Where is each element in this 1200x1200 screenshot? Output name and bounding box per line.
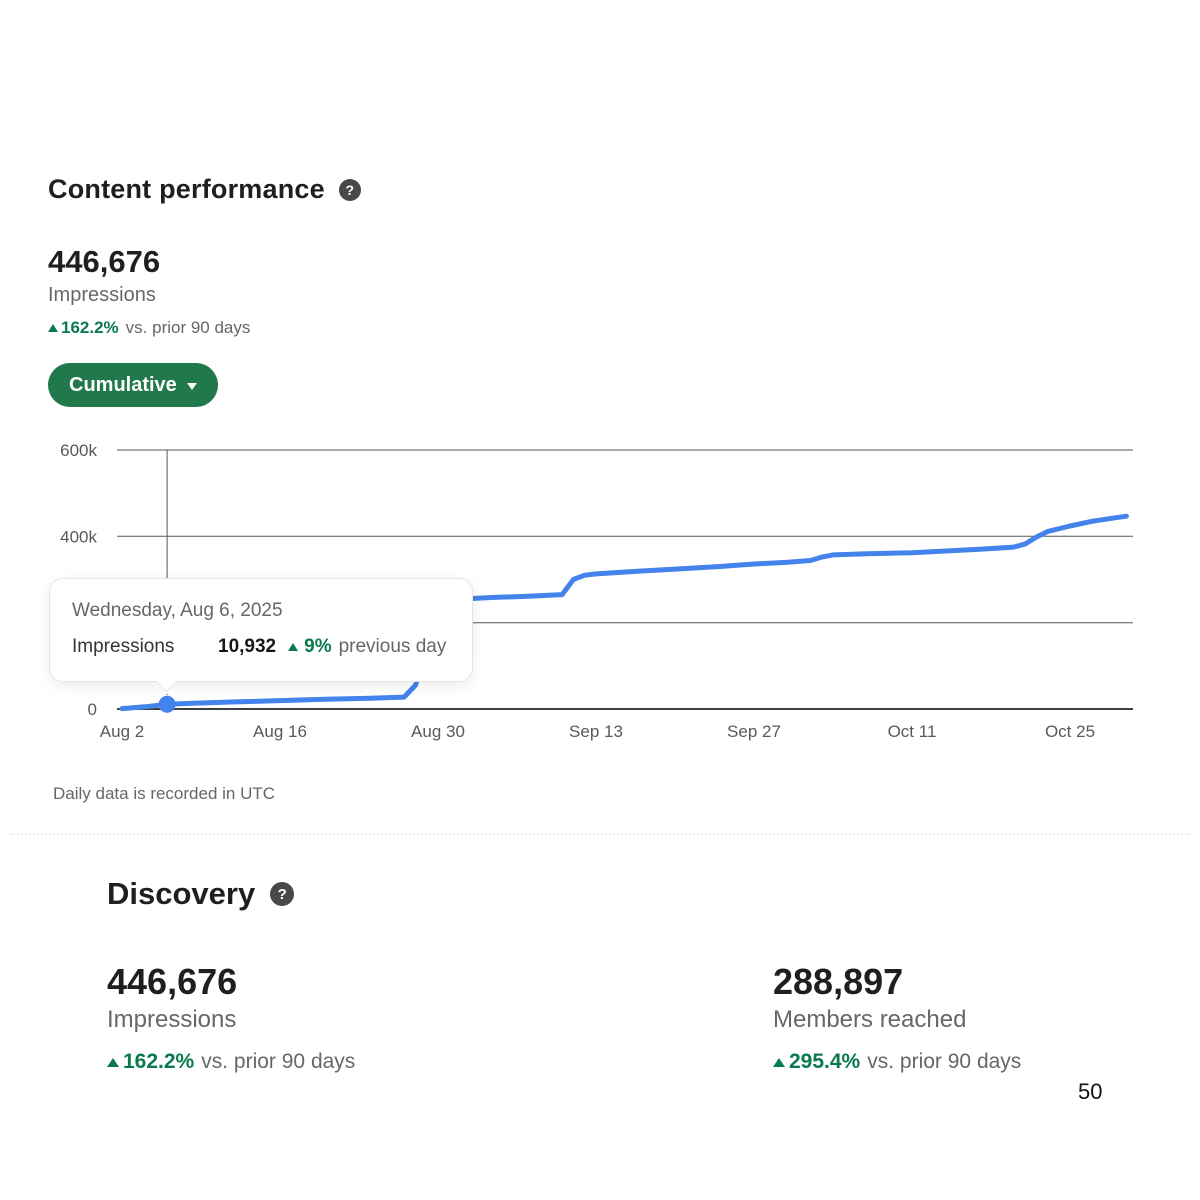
impressions-total-label: Impressions: [48, 284, 156, 306]
impressions-change-suffix: vs. prior 90 days: [125, 318, 251, 337]
tooltip-date: Wednesday, Aug 6, 2025: [72, 600, 283, 621]
impressions-change-percent: 162.2%: [61, 318, 119, 337]
content-performance-title: Content performance: [48, 174, 325, 204]
stat-label: Members reached: [773, 1006, 967, 1033]
tooltip-change-percent: 9%: [304, 636, 332, 657]
discovery-stat-members-reached: 288,897 Members reached 295.4% vs. prior…: [773, 962, 1200, 1074]
impressions-total-value: 446,676: [48, 244, 161, 279]
impressions-change-row: 162.2% vs. prior 90 days: [48, 318, 250, 338]
discovery-section-header: Discovery ?: [107, 876, 295, 912]
tooltip-metric-row: Impressions 10,932 9% previous day: [72, 636, 450, 658]
series-line: [119, 513, 1129, 712]
tooltip-metric-label: Impressions: [72, 636, 175, 657]
triangle-up-icon: [107, 1057, 119, 1067]
cumulative-dropdown-button[interactable]: Cumulative: [48, 363, 218, 407]
x-tick-label: Aug 30: [411, 722, 465, 741]
impressions-chart: 600k 400k 0 Aug 2 Aug 16 Aug 30 Sep 13 S…: [60, 443, 1133, 741]
x-tick-label: Aug 2: [100, 722, 144, 741]
section-divider: [10, 833, 1190, 835]
stat-label: Impressions: [107, 1006, 237, 1033]
stat-value: 446,676: [107, 961, 238, 1002]
y-tick-label: 0: [88, 700, 97, 719]
tooltip-metric-value: 10,932: [218, 636, 277, 657]
tooltip-change-suffix: previous day: [338, 636, 447, 657]
utc-footnote: Daily data is recorded in UTC: [53, 784, 276, 803]
discovery-title: Discovery: [107, 876, 256, 911]
stat-change-row: 295.4% vs. prior 90 days: [773, 1050, 1200, 1074]
triangle-up-icon: [48, 324, 58, 332]
stat-change-suffix: vs. prior 90 days: [867, 1050, 1022, 1073]
slide-page-number: 50: [1078, 1079, 1103, 1104]
x-tick-label: Sep 13: [569, 722, 623, 741]
stat-value: 288,897: [773, 961, 904, 1002]
stat-change-row: 162.2% vs. prior 90 days: [107, 1050, 587, 1074]
x-tick-label: Sep 27: [727, 722, 781, 741]
help-icon[interactable]: ?: [270, 882, 295, 906]
content-performance-section-header: Content performance ?: [48, 174, 361, 205]
stat-change-percent: 295.4%: [789, 1050, 861, 1073]
help-icon[interactable]: ?: [338, 178, 361, 201]
discovery-stat-impressions: 446,676 Impressions 162.2% vs. prior 90 …: [107, 962, 587, 1074]
y-tick-label: 400k: [60, 527, 97, 546]
chevron-down-icon: [186, 382, 197, 390]
chart-tooltip: Wednesday, Aug 6, 2025 Impressions 10,93…: [49, 578, 473, 693]
x-tick-label: Aug 16: [253, 722, 307, 741]
cumulative-dropdown-label: Cumulative: [69, 373, 177, 396]
x-tick-label: Oct 11: [888, 722, 937, 741]
y-tick-label: 600k: [60, 443, 97, 460]
stat-change-suffix: vs. prior 90 days: [201, 1050, 356, 1073]
triangle-up-icon: [773, 1057, 785, 1067]
highlight-dot[interactable]: [158, 695, 176, 713]
triangle-up-icon: [288, 643, 299, 651]
impressions-chart-area[interactable]: 600k 400k 0 Aug 2 Aug 16 Aug 30 Sep 13 S…: [45, 443, 1135, 748]
x-tick-label: Oct 25: [1045, 722, 1095, 741]
stat-change-percent: 162.2%: [123, 1050, 195, 1073]
